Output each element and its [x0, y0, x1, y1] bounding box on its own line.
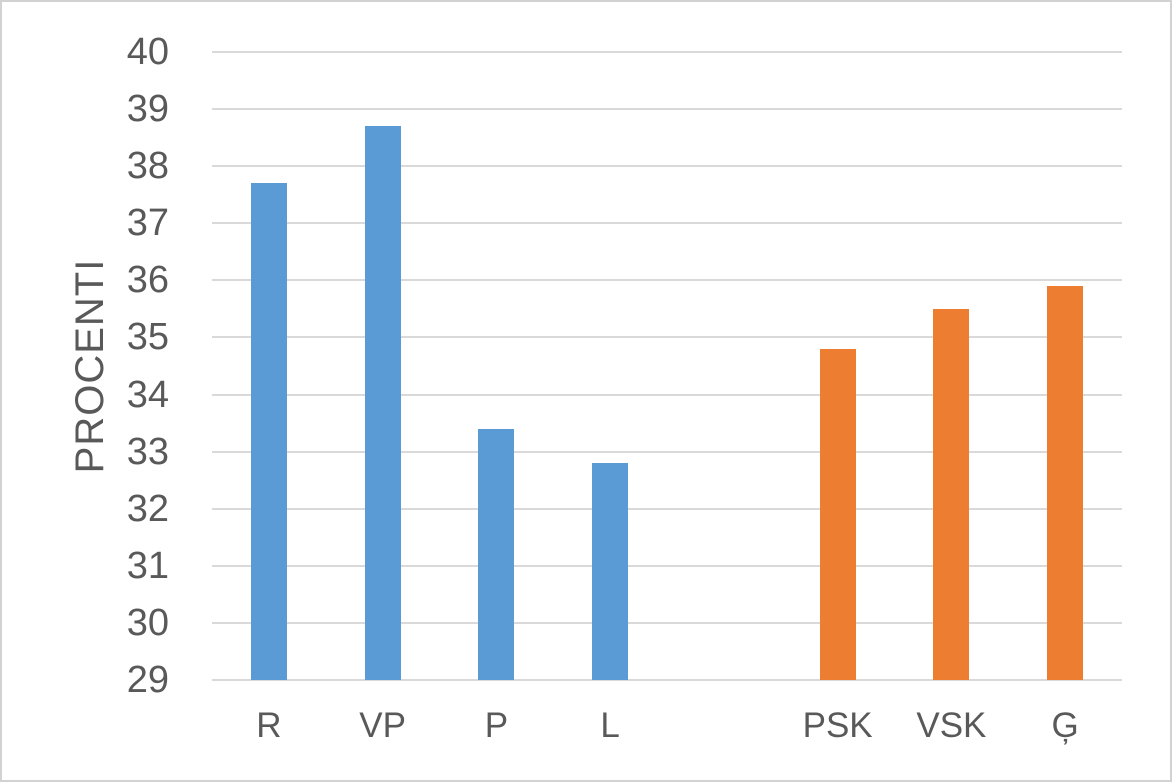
gridline-33	[212, 450, 1122, 453]
x-label-L: L	[600, 706, 620, 745]
gridline-35	[212, 336, 1122, 339]
gridline-40	[212, 51, 1122, 53]
gridline-32	[212, 507, 1122, 510]
y-tick-label-35: 35	[126, 316, 169, 359]
y-tick-label-29: 29	[126, 659, 169, 701]
y-tick-label-33: 33	[126, 430, 169, 473]
y-tick-label-36: 36	[126, 259, 169, 302]
y-tick-label-32: 32	[126, 487, 169, 530]
y-tick-label-40: 40	[126, 31, 169, 73]
plot-area	[212, 51, 1122, 681]
x-label-R: R	[256, 706, 282, 745]
gridline-37	[212, 222, 1122, 225]
gridline-29	[212, 679, 1122, 681]
bar-PSK	[819, 348, 856, 680]
x-label-Ģ: Ģ	[1051, 706, 1079, 745]
y-tick-label-31: 31	[126, 544, 169, 587]
bar-VSK	[933, 308, 970, 680]
gridline-36	[212, 279, 1122, 282]
bar-R	[250, 183, 287, 680]
bar-VP	[364, 126, 401, 680]
bar-Ģ	[1047, 286, 1084, 680]
y-tick-label-34: 34	[126, 373, 169, 416]
x-label-VSK: VSK	[916, 706, 987, 745]
x-label-VP: VP	[359, 706, 406, 745]
y-tick-label-37: 37	[126, 202, 169, 245]
bar-L	[592, 463, 629, 680]
gridline-34	[212, 393, 1122, 396]
x-label-PSK: PSK	[802, 706, 873, 745]
x-label-P: P	[484, 706, 509, 745]
gridline-39	[212, 108, 1122, 111]
bar-P	[478, 428, 515, 680]
gridline-38	[212, 165, 1122, 168]
y-tick-label-38: 38	[126, 145, 169, 188]
gridline-31	[212, 564, 1122, 567]
y-tick-label-30: 30	[126, 601, 169, 644]
gridline-30	[212, 621, 1122, 624]
y-tick-label-39: 39	[126, 88, 169, 131]
